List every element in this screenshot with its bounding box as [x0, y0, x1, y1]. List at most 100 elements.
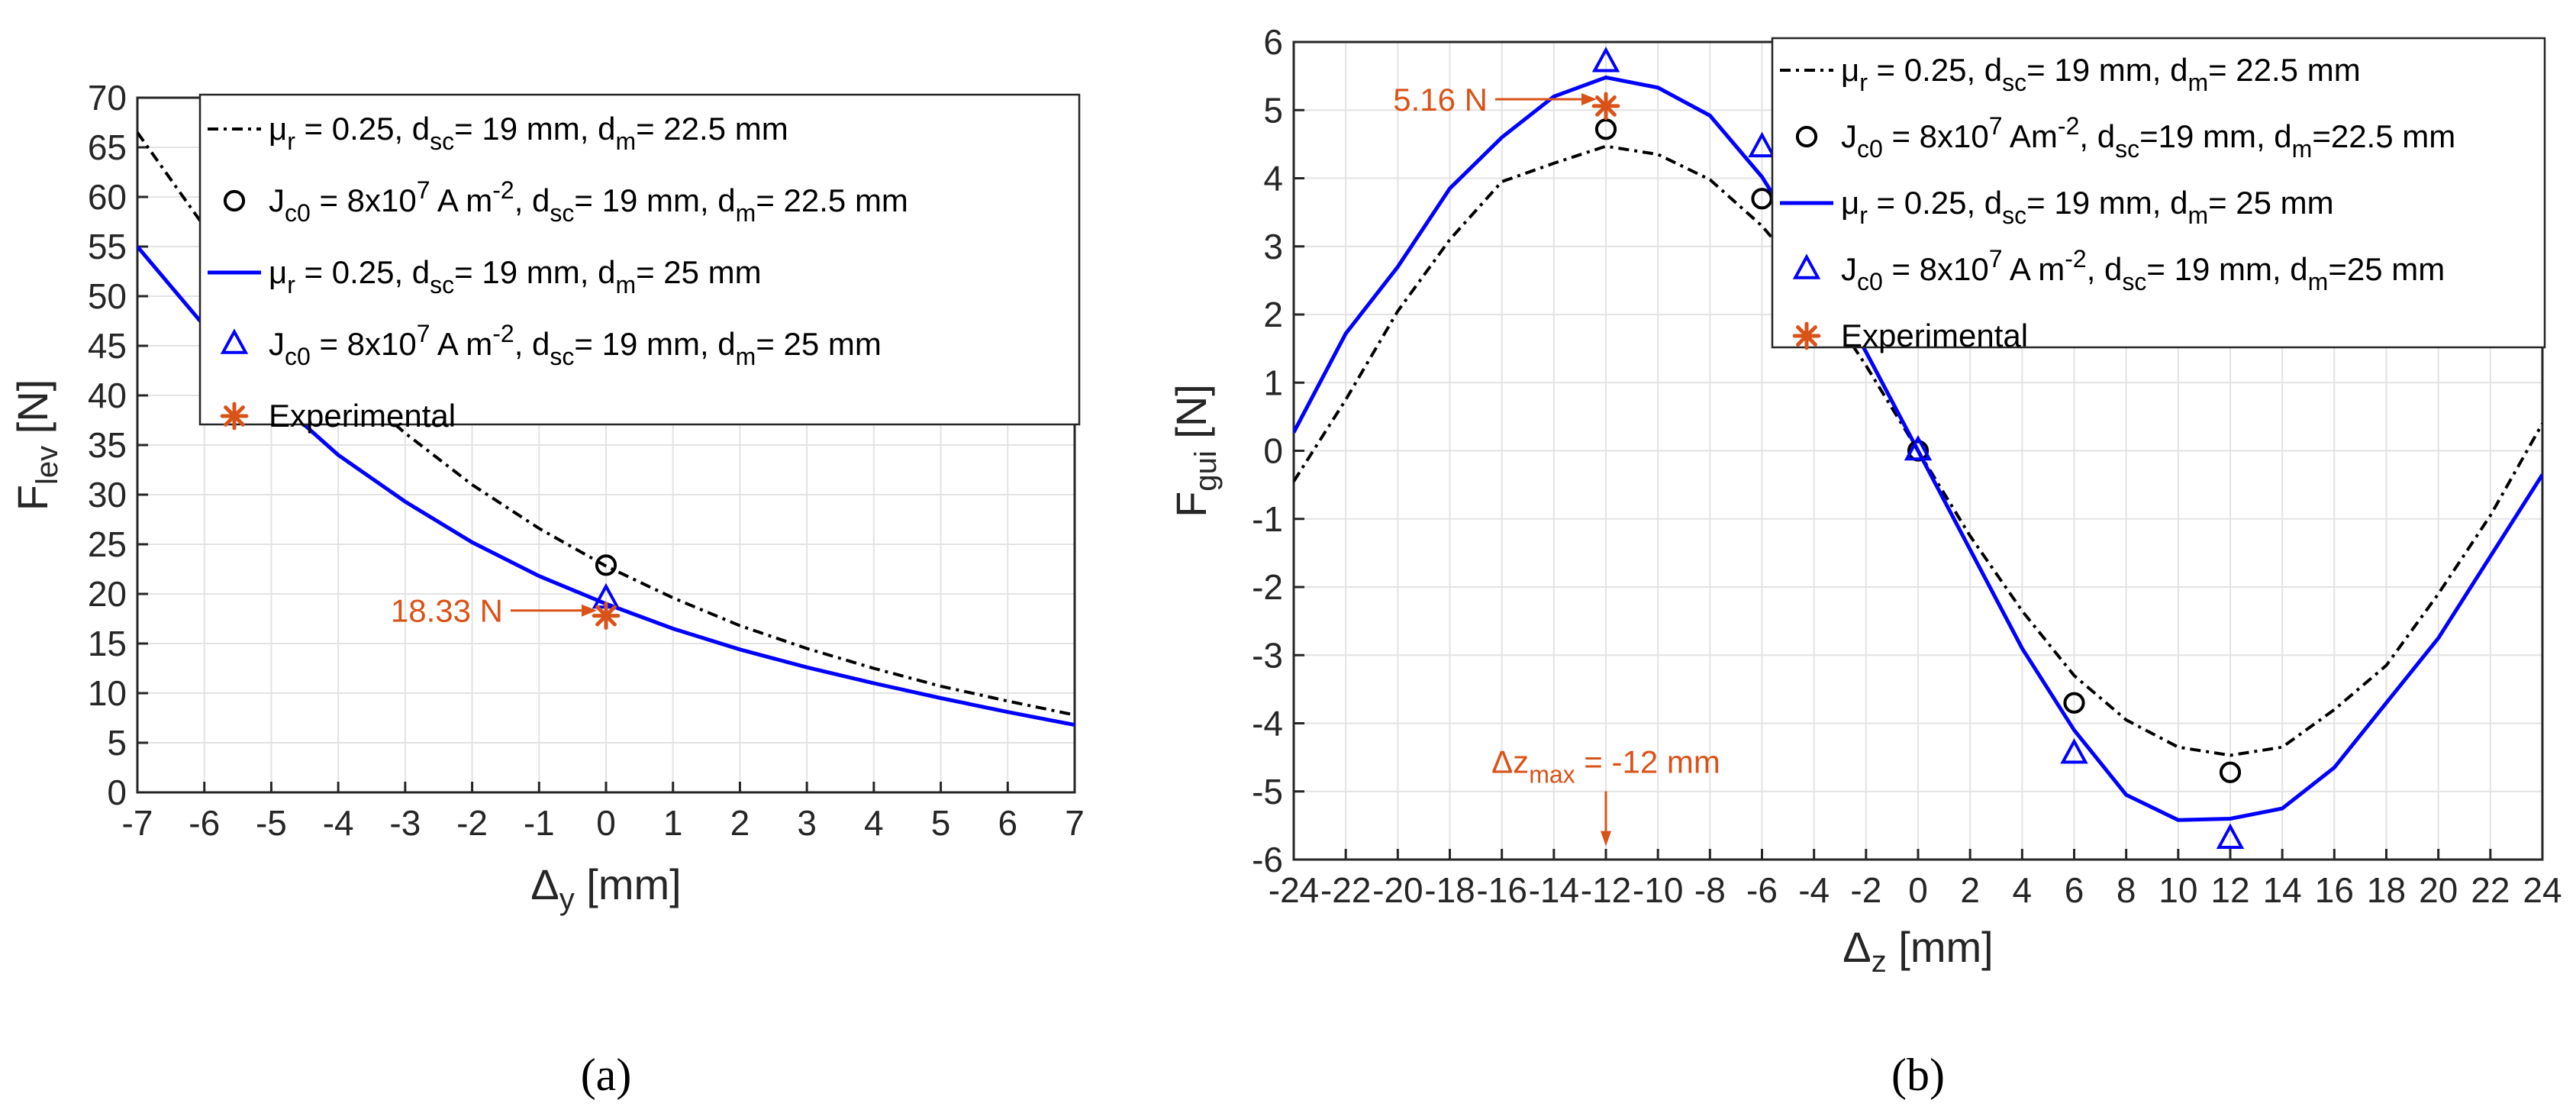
x-tick-label: 24 — [2523, 870, 2561, 910]
text-part: Δz — [1491, 744, 1529, 780]
data-point-jc0_dm25 — [1904, 434, 1933, 461]
y-tick-label: 1 — [1263, 363, 1283, 402]
text-part: = 22.5 mm — [756, 182, 908, 218]
y-tick-label: -3 — [1252, 635, 1283, 675]
text-part: Δ — [530, 860, 559, 908]
x-tick-label: 12 — [2210, 870, 2249, 910]
y-tick-label: 3 — [1263, 227, 1283, 266]
x-axis-label: Δy [mm] — [530, 860, 681, 916]
text-sub: c0 — [285, 343, 311, 370]
data-point-jc0_dm25 — [1591, 47, 1620, 73]
panel-label: (b) — [1891, 1050, 1945, 1100]
x-tick-label: -22 — [1320, 870, 1371, 910]
text-part: =22.5 mm — [2312, 118, 2455, 154]
text-part: J — [269, 182, 285, 218]
x-tick-label: 14 — [2263, 870, 2302, 910]
y-axis-label: Flev [N] — [8, 379, 64, 511]
text-part: = 25 mm — [636, 254, 762, 290]
text-part: = 19 mm, d — [2026, 185, 2188, 221]
x-tick-label: -16 — [1476, 870, 1527, 910]
y-tick-label: 4 — [1263, 159, 1283, 198]
x-tick-label: -20 — [1372, 870, 1423, 910]
x-tick-label: -2 — [456, 803, 488, 843]
text-part: = 19 mm, d — [2146, 251, 2307, 287]
x-tick-label: -2 — [1850, 870, 1881, 910]
text-sub: m — [2188, 69, 2208, 96]
x-tick-label: 7 — [1065, 803, 1085, 843]
x-tick-label: 5 — [931, 803, 951, 843]
text-part: Experimental — [1841, 318, 2028, 353]
text-part: [N] — [8, 379, 56, 446]
text-part: μ — [1841, 52, 1859, 88]
text-part: = 8x10 — [1883, 251, 1989, 287]
data-point-experimental-stroke — [595, 605, 617, 627]
text-part: F — [8, 485, 56, 511]
text-part: =25 mm — [2328, 251, 2445, 287]
text-part: F — [1167, 492, 1215, 518]
text-sup: 7 — [417, 176, 430, 204]
data-point-jc0_dm22_5 — [2219, 761, 2242, 783]
text-sub: max — [1529, 761, 1575, 789]
y-tick-label: 2 — [1263, 295, 1283, 334]
text-sub: sc — [2122, 268, 2146, 295]
text-sup: 7 — [1989, 245, 2003, 273]
text-part: = -12 mm — [1575, 744, 1720, 780]
x-tick-label: -8 — [1694, 870, 1726, 910]
data-point-jc0_dm22_5 — [1751, 188, 1773, 210]
text-part: = 22.5 mm — [2208, 52, 2361, 88]
text-part: = 25 mm — [756, 326, 882, 362]
text-part: Δ — [1843, 923, 1871, 971]
legend-swatch-jc0_dm22_5 — [1795, 125, 1818, 148]
y-axis-label: Fgui [N] — [1167, 384, 1223, 518]
x-tick-label: -18 — [1424, 870, 1475, 910]
text-part: =19 mm, d — [2139, 118, 2292, 154]
x-tick-label: 0 — [596, 803, 616, 843]
annotation-label: 5.16 N — [1393, 82, 1488, 118]
annotation-0: 5.16 N — [1393, 82, 1597, 118]
text-sub: y — [559, 882, 575, 916]
x-tick-label: 22 — [2471, 870, 2510, 910]
x-tick-label: -12 — [1581, 870, 1631, 910]
text-sub: r — [287, 127, 295, 155]
legend-entry-sim_mu_dm25: μr = 0.25, dsc= 19 mm, dm= 25 mm — [1841, 185, 2334, 229]
text-part: J — [1841, 118, 1857, 154]
x-tick-label: 0 — [1908, 870, 1928, 910]
x-tick-label: 10 — [2158, 870, 2197, 910]
y-tick-label: 35 — [88, 425, 127, 465]
text-part: J — [269, 326, 285, 362]
data-point-experimental — [1591, 92, 1620, 121]
y-tick-label: 45 — [88, 326, 127, 366]
x-tick-label: 20 — [2419, 870, 2458, 910]
chart-panel-a: -7 -6 -5 -4 -3 -2 -1 0 1 2 3 4 5 6 7051015202530354045… — [8, 78, 1085, 1100]
y-tick-label: 30 — [88, 475, 127, 515]
y-tick-label: 50 — [88, 276, 127, 316]
x-tick-label: 2 — [730, 803, 750, 843]
x-tick-label: -1 — [524, 803, 555, 843]
text-sub: sc — [2002, 202, 2026, 229]
text-sub: m — [736, 343, 756, 370]
x-tick-label: 6 — [998, 803, 1017, 843]
text-part: = 8x10 — [1883, 118, 1989, 154]
legend-box — [1771, 37, 2546, 349]
y-tick-label: 20 — [88, 574, 127, 614]
text-part: = 8x10 — [311, 182, 417, 218]
legend-swatch-experimental — [1792, 321, 1821, 350]
text-sub: r — [1859, 69, 1868, 96]
text-part: [N] — [1167, 384, 1215, 450]
data-point-jc0_dm25 — [1748, 131, 1776, 158]
text-part: A m — [430, 326, 493, 362]
legend-swatch-jc0_dm25 — [1792, 253, 1821, 279]
x-tick-label: -5 — [256, 803, 287, 843]
text-part: = 19 mm, d — [574, 326, 735, 362]
text-sub: sc — [430, 127, 454, 155]
panel-label: (a) — [581, 1050, 632, 1100]
x-tick-label: -14 — [1529, 870, 1579, 910]
text-sub: m — [2292, 135, 2313, 163]
legend-swatch-experimental-stroke — [1796, 325, 1817, 347]
text-sub: z — [1872, 945, 1887, 979]
data-point-jc0_dm22_5 — [2063, 692, 2085, 714]
x-tick-label: -10 — [1633, 870, 1683, 910]
x-tick-label: -4 — [1798, 870, 1830, 910]
text-part: = 0.25, d — [295, 111, 430, 147]
